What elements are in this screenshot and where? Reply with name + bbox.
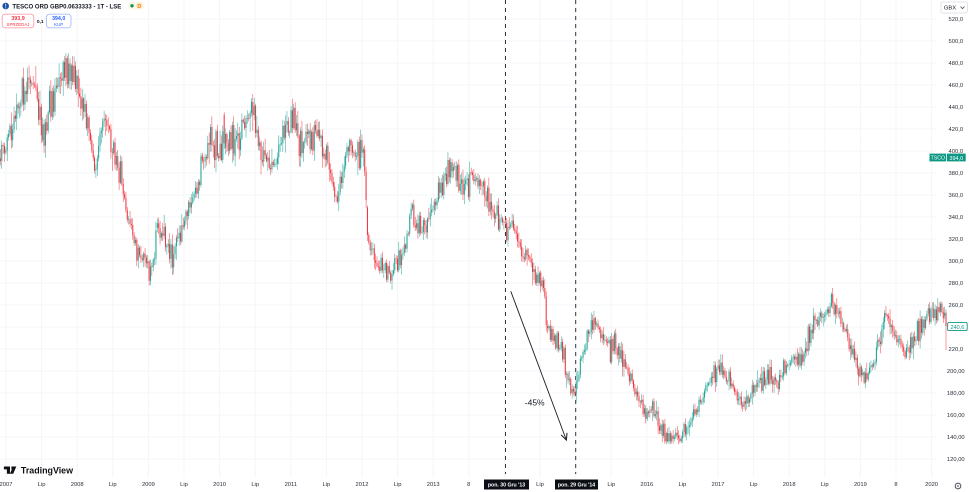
svg-text:340,0: 340,0: [949, 215, 964, 221]
svg-text:400,0: 400,0: [949, 149, 964, 155]
svg-text:KUP: KUP: [54, 22, 63, 27]
svg-text:420,0: 420,0: [949, 127, 964, 133]
svg-text:440,0: 440,0: [949, 105, 964, 111]
svg-text:TradingView: TradingView: [21, 466, 73, 476]
svg-text:GBX: GBX: [944, 6, 956, 12]
svg-text:394,0: 394,0: [52, 16, 66, 22]
svg-text:2020: 2020: [925, 482, 938, 488]
svg-text:Lip: Lip: [536, 482, 544, 488]
svg-text:Lip: Lip: [750, 482, 758, 488]
svg-text:260,0: 260,0: [949, 303, 964, 309]
svg-text:pon. 29 Gru '14: pon. 29 Gru '14: [558, 483, 595, 489]
svg-text:520,0: 520,0: [949, 17, 964, 23]
svg-text:2012: 2012: [356, 482, 369, 488]
svg-text:2010: 2010: [213, 482, 226, 488]
svg-text:180,00: 180,00: [947, 391, 965, 397]
svg-text:380,0: 380,0: [949, 171, 964, 177]
svg-text:2018: 2018: [783, 482, 796, 488]
svg-text:Lip: Lip: [251, 482, 259, 488]
svg-text:Lip: Lip: [180, 482, 188, 488]
svg-text:2017: 2017: [712, 482, 725, 488]
svg-text:2007: 2007: [0, 482, 12, 488]
svg-text:Lip: Lip: [821, 482, 829, 488]
svg-text:300,0: 300,0: [949, 259, 964, 265]
svg-text:Lip: Lip: [38, 482, 46, 488]
svg-text:200,00: 200,00: [947, 369, 965, 375]
svg-text:Lip: Lip: [323, 482, 331, 488]
svg-text:394,0: 394,0: [949, 156, 963, 162]
svg-text:120,00: 120,00: [947, 457, 965, 463]
svg-text:280,0: 280,0: [949, 281, 964, 287]
svg-text:Lip: Lip: [394, 482, 402, 488]
svg-text:-45%: -45%: [525, 398, 545, 408]
svg-text:393,9: 393,9: [11, 16, 25, 22]
svg-text:2011: 2011: [285, 482, 297, 488]
svg-text:2009: 2009: [142, 482, 155, 488]
svg-text:D: D: [137, 4, 141, 10]
svg-text:2013: 2013: [427, 482, 440, 488]
svg-text:Lip: Lip: [607, 482, 615, 488]
svg-text:500,0: 500,0: [949, 39, 964, 45]
svg-text:TSCO: TSCO: [931, 156, 945, 162]
svg-text:TESCO ORD GBP0.0633333 - 1T -: TESCO ORD GBP0.0633333 - 1T - LSE: [12, 4, 121, 10]
svg-text:460,0: 460,0: [949, 83, 964, 89]
svg-text:2019: 2019: [854, 482, 867, 488]
svg-text:Lip: Lip: [109, 482, 117, 488]
svg-text:8: 8: [467, 482, 470, 488]
svg-text:360,0: 360,0: [949, 193, 964, 199]
svg-text:2016: 2016: [640, 482, 653, 488]
svg-text:140,00: 140,00: [947, 435, 965, 441]
svg-text:160,00: 160,00: [947, 413, 965, 419]
svg-text:240,6: 240,6: [951, 325, 965, 331]
svg-text:SPRZEDAJ: SPRZEDAJ: [7, 22, 30, 27]
svg-text:2008: 2008: [71, 482, 84, 488]
svg-text:480,0: 480,0: [949, 61, 964, 67]
svg-text:0,1: 0,1: [37, 19, 44, 25]
svg-text:320,0: 320,0: [949, 237, 964, 243]
svg-text:8: 8: [894, 482, 897, 488]
svg-text:220,0: 220,0: [949, 347, 964, 353]
svg-text:Lip: Lip: [679, 482, 687, 488]
svg-text:pon. 30 Gru '13: pon. 30 Gru '13: [488, 483, 525, 489]
